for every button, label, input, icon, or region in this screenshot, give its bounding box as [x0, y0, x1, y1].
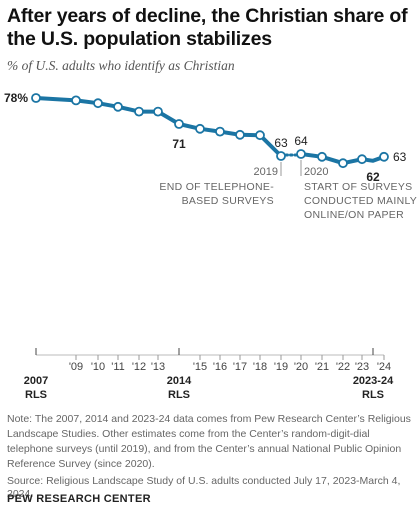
chart-note: Note: The 2007, 2014 and 2023-24 data co… [7, 413, 411, 470]
annotation-text: ONLINE/ON PAPER [304, 209, 404, 221]
telephone-series-point [134, 106, 144, 117]
x-tick-label: 2023-24 [353, 375, 394, 387]
x-tick-label: '12 [132, 361, 146, 373]
x-tick-label: '19 [274, 361, 288, 373]
annotation-text: END OF TELEPHONE- [159, 181, 274, 193]
x-tick-sublabel: RLS [25, 389, 47, 401]
x-tick-label: '13 [151, 361, 165, 373]
telephone-series-point [195, 123, 205, 134]
point-label: 71 [172, 137, 186, 151]
point-label: 63 [274, 136, 288, 150]
telephone-series-point [215, 126, 225, 137]
telephone-series-point [235, 129, 245, 140]
x-tick-label: '09 [69, 361, 83, 373]
x-tick-label: '23 [355, 361, 369, 373]
brand-logo: PEW RESEARCH CENTER [7, 493, 151, 505]
annotation-text: BASED SURVEYS [182, 195, 274, 207]
point-label: 64 [294, 134, 308, 148]
x-tick-label: 2007 [24, 375, 48, 387]
online-series-point [379, 151, 389, 162]
x-tick-label: '21 [315, 361, 329, 373]
x-tick-label: '18 [253, 361, 267, 373]
x-tick-label: '16 [213, 361, 227, 373]
telephone-series-point [93, 98, 103, 109]
telephone-series-point [71, 95, 81, 106]
chart-title: After years of decline, the Christian sh… [7, 5, 408, 50]
telephone-series-line [34, 96, 283, 158]
point-label: 63 [393, 150, 407, 164]
chart-subtitle: % of U.S. adults who identify as Christi… [7, 58, 235, 73]
x-tick-label: '15 [193, 361, 207, 373]
online-series-point [338, 158, 348, 169]
online-series-point [317, 151, 327, 162]
annotation-text: CONDUCTED MAINLY [304, 195, 417, 207]
annotation-year: 2019 [254, 166, 278, 178]
online-series-point [296, 149, 306, 159]
x-tick-label: '24 [377, 361, 391, 373]
x-tick-label: '22 [336, 361, 350, 373]
x-tick-label: '17 [233, 361, 247, 373]
online-series-point [357, 154, 367, 165]
telephone-series-point [174, 119, 184, 129]
x-tick-label: '20 [294, 361, 308, 373]
telephone-series-point [31, 93, 41, 103]
x-tick-label: 2014 [167, 375, 192, 387]
x-tick-label: '11 [111, 361, 125, 373]
telephone-series-point [276, 151, 286, 161]
annotation-year: 2020 [304, 166, 328, 178]
telephone-series-point [113, 101, 123, 112]
chart-area: 78% 71 63 64 62 63 2019 END OF TELEPHONE- BASED … [4, 91, 417, 401]
annotation-text: START OF SURVEYS [304, 181, 412, 193]
x-tick-sublabel: RLS [362, 389, 384, 401]
telephone-series-point [153, 106, 163, 117]
point-label: 62 [366, 170, 380, 184]
telephone-series-point [255, 130, 265, 141]
point-label: 78% [4, 91, 28, 105]
x-tick-label: '10 [91, 361, 105, 373]
chart-source: Source: Religious Landscape Study of U.S… [7, 475, 401, 500]
x-tick-sublabel: RLS [168, 389, 190, 401]
